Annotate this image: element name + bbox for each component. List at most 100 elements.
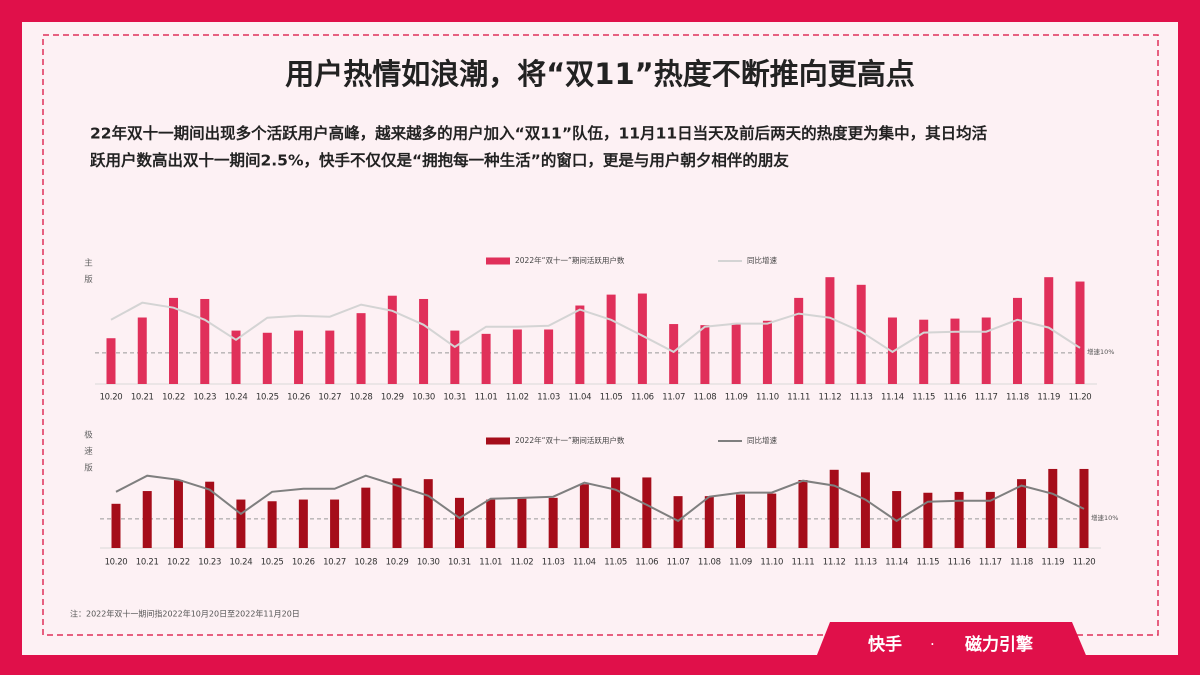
bar (985, 491, 995, 548)
bar (950, 318, 960, 384)
bar (669, 324, 679, 384)
bar (731, 322, 741, 384)
bar (919, 319, 929, 384)
x-tick-label: 11.12 (819, 393, 842, 403)
bar (767, 493, 777, 548)
footer-product: 磁力引擎 (965, 634, 1034, 655)
bar (579, 484, 589, 548)
bar (1017, 479, 1027, 548)
legend-swatch (486, 257, 510, 265)
footer-separator: · (930, 636, 935, 654)
bar (486, 499, 496, 548)
bar (137, 317, 147, 384)
bar (548, 497, 558, 548)
bar (450, 330, 460, 384)
x-tick-label: 11.15 (912, 393, 935, 403)
x-tick-label: 11.06 (635, 558, 658, 568)
x-tick-label: 11.16 (944, 393, 967, 403)
bar (169, 297, 179, 384)
x-tick-label: 10.29 (386, 558, 409, 568)
x-tick-label: 11.19 (1037, 393, 1060, 403)
x-tick-label: 11.03 (542, 558, 565, 568)
bar (611, 477, 621, 548)
x-tick-label: 11.14 (881, 393, 904, 403)
x-tick-label: 10.23 (198, 558, 221, 568)
x-tick-label: 11.13 (854, 558, 877, 568)
bar (200, 298, 210, 384)
reference-label: 增速10% (1087, 347, 1114, 356)
bar (829, 469, 839, 548)
x-tick-label: 10.28 (350, 393, 373, 403)
legend-label: 同比增速 (747, 255, 777, 265)
bar (981, 317, 991, 384)
x-tick-label: 10.20 (105, 558, 128, 568)
x-tick-label: 11.05 (600, 393, 623, 403)
x-tick-label: 10.24 (225, 393, 248, 403)
reference-label: 增速10% (1091, 513, 1118, 522)
x-tick-label: 10.29 (381, 393, 404, 403)
x-tick-label: 10.25 (261, 558, 284, 568)
x-tick-label: 11.01 (475, 393, 498, 403)
bar (419, 298, 429, 384)
bar (356, 313, 366, 384)
dashed-border (42, 34, 1159, 636)
bar (294, 330, 304, 384)
footer-brand: 快手 (868, 634, 902, 655)
x-tick-label: 11.16 (948, 558, 971, 568)
bar (1075, 281, 1085, 384)
x-tick-label: 11.20 (1069, 393, 1092, 403)
description-line: 跃用户数高出双十一期间2.5%，快手不仅仅是“拥抱每一种生活”的窗口，更是与用户… (90, 151, 789, 170)
bar (673, 496, 683, 548)
bar (267, 501, 277, 548)
x-tick-label: 10.20 (100, 393, 123, 403)
x-tick-label: 11.18 (1006, 393, 1029, 403)
bar (762, 320, 772, 384)
x-tick-label: 10.25 (256, 393, 279, 403)
side-label: 主版 (83, 257, 93, 291)
bar (704, 496, 714, 548)
bar (106, 338, 116, 384)
x-tick-label: 11.15 (916, 558, 939, 568)
bar (330, 499, 340, 548)
x-tick-label: 11.08 (698, 558, 721, 568)
bar (142, 491, 152, 548)
x-tick-label: 10.26 (287, 393, 310, 403)
title: 用户热情如浪潮，将“双11”热度不断推向更高点 (285, 57, 914, 91)
x-tick-label: 10.31 (443, 393, 466, 403)
bar (642, 477, 652, 548)
bar (231, 330, 241, 384)
bar (1012, 297, 1022, 384)
bar (325, 330, 335, 384)
legend-label: 同比增速 (747, 435, 777, 445)
x-tick-label: 10.22 (162, 393, 185, 403)
bar (606, 294, 616, 384)
x-tick-label: 10.27 (323, 558, 346, 568)
bar (361, 487, 371, 548)
bar (860, 472, 870, 548)
x-tick-label: 11.14 (885, 558, 908, 568)
x-tick-label: 11.05 (604, 558, 627, 568)
x-tick-label: 11.02 (511, 558, 534, 568)
x-tick-label: 11.10 (760, 558, 783, 568)
x-tick-label: 11.20 (1073, 558, 1096, 568)
panel (22, 22, 1178, 655)
bar (700, 325, 710, 384)
bar (575, 305, 585, 384)
legend-label: 2022年“双十一”期间活跃用户数 (515, 255, 625, 265)
bar (923, 492, 933, 548)
bar (512, 329, 522, 384)
side-label: 极速版 (83, 429, 93, 479)
bar (111, 503, 121, 548)
x-tick-label: 11.17 (975, 393, 998, 403)
x-tick-label: 10.24 (229, 558, 252, 568)
bar (517, 498, 527, 548)
x-tick-label: 11.07 (662, 393, 685, 403)
x-tick-label: 10.21 (131, 393, 154, 403)
note: 注：2022年双十一期间指2022年10月20日至2022年11月20日 (70, 609, 300, 619)
bar (637, 293, 647, 384)
x-tick-label: 11.06 (631, 393, 654, 403)
x-tick-label: 11.10 (756, 393, 779, 403)
bar (236, 499, 246, 548)
x-tick-label: 10.30 (417, 558, 440, 568)
